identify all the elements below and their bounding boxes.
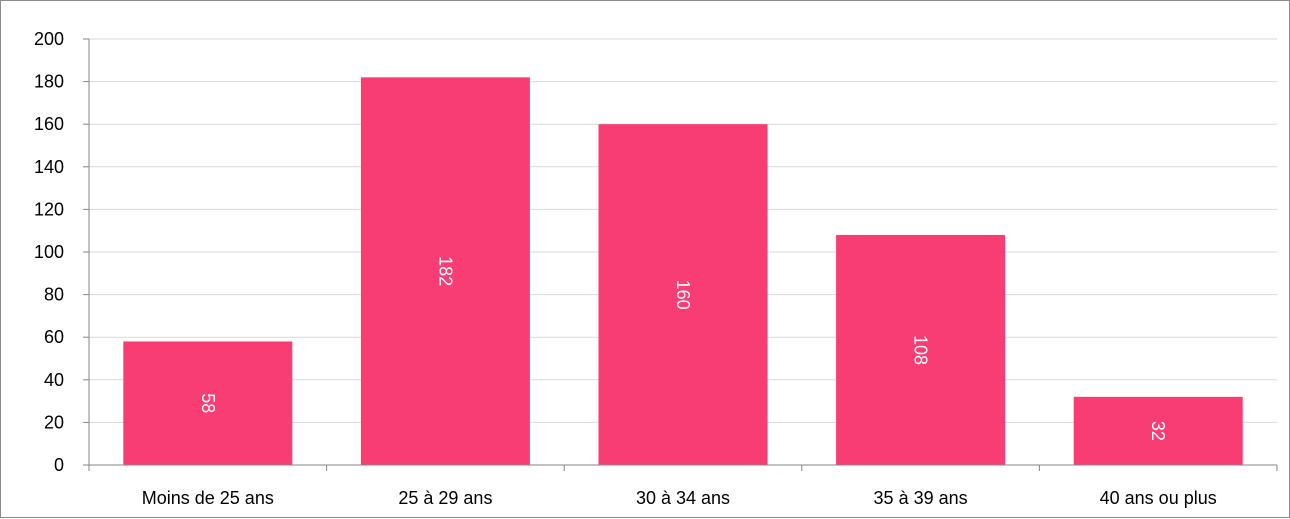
bar — [360, 77, 530, 465]
data-labels: 58 182 160 108 32 — [198, 256, 1168, 441]
y-tick-label: 140 — [34, 157, 64, 177]
data-label: 160 — [673, 280, 693, 310]
bar — [598, 124, 768, 465]
y-tick-label: 120 — [34, 199, 64, 219]
data-label: 58 — [198, 393, 218, 413]
category-label: 30 à 34 ans — [636, 488, 730, 508]
category-label: 25 à 29 ans — [398, 488, 492, 508]
data-label: 108 — [911, 335, 931, 365]
category-label: Moins de 25 ans — [142, 488, 274, 508]
y-tick-label: 200 — [34, 29, 64, 49]
y-tick-label: 180 — [34, 72, 64, 92]
data-label: 32 — [1148, 421, 1168, 441]
axes — [83, 38, 1278, 471]
y-tick-label: 40 — [44, 370, 64, 390]
y-tick-label: 60 — [44, 327, 64, 347]
data-label: 182 — [435, 256, 455, 286]
y-tick-label: 160 — [34, 114, 64, 134]
x-axis-category-labels: Moins de 25 ans 25 à 29 ans 30 à 34 ans 35 … — [142, 488, 1217, 508]
bar — [836, 234, 1006, 465]
y-tick-label: 80 — [44, 285, 64, 305]
y-tick-label: 100 — [34, 242, 64, 262]
y-tick-label: 20 — [44, 412, 64, 432]
bars — [123, 77, 1243, 465]
category-label: 40 ans ou plus — [1100, 488, 1217, 508]
category-label: 35 à 39 ans — [874, 488, 968, 508]
y-tick-label: 0 — [54, 455, 64, 475]
bar — [123, 341, 293, 465]
y-axis-tick-labels: 0 20 40 60 80 100 120 140 160 180 200 — [34, 29, 64, 475]
bar — [1073, 396, 1243, 465]
